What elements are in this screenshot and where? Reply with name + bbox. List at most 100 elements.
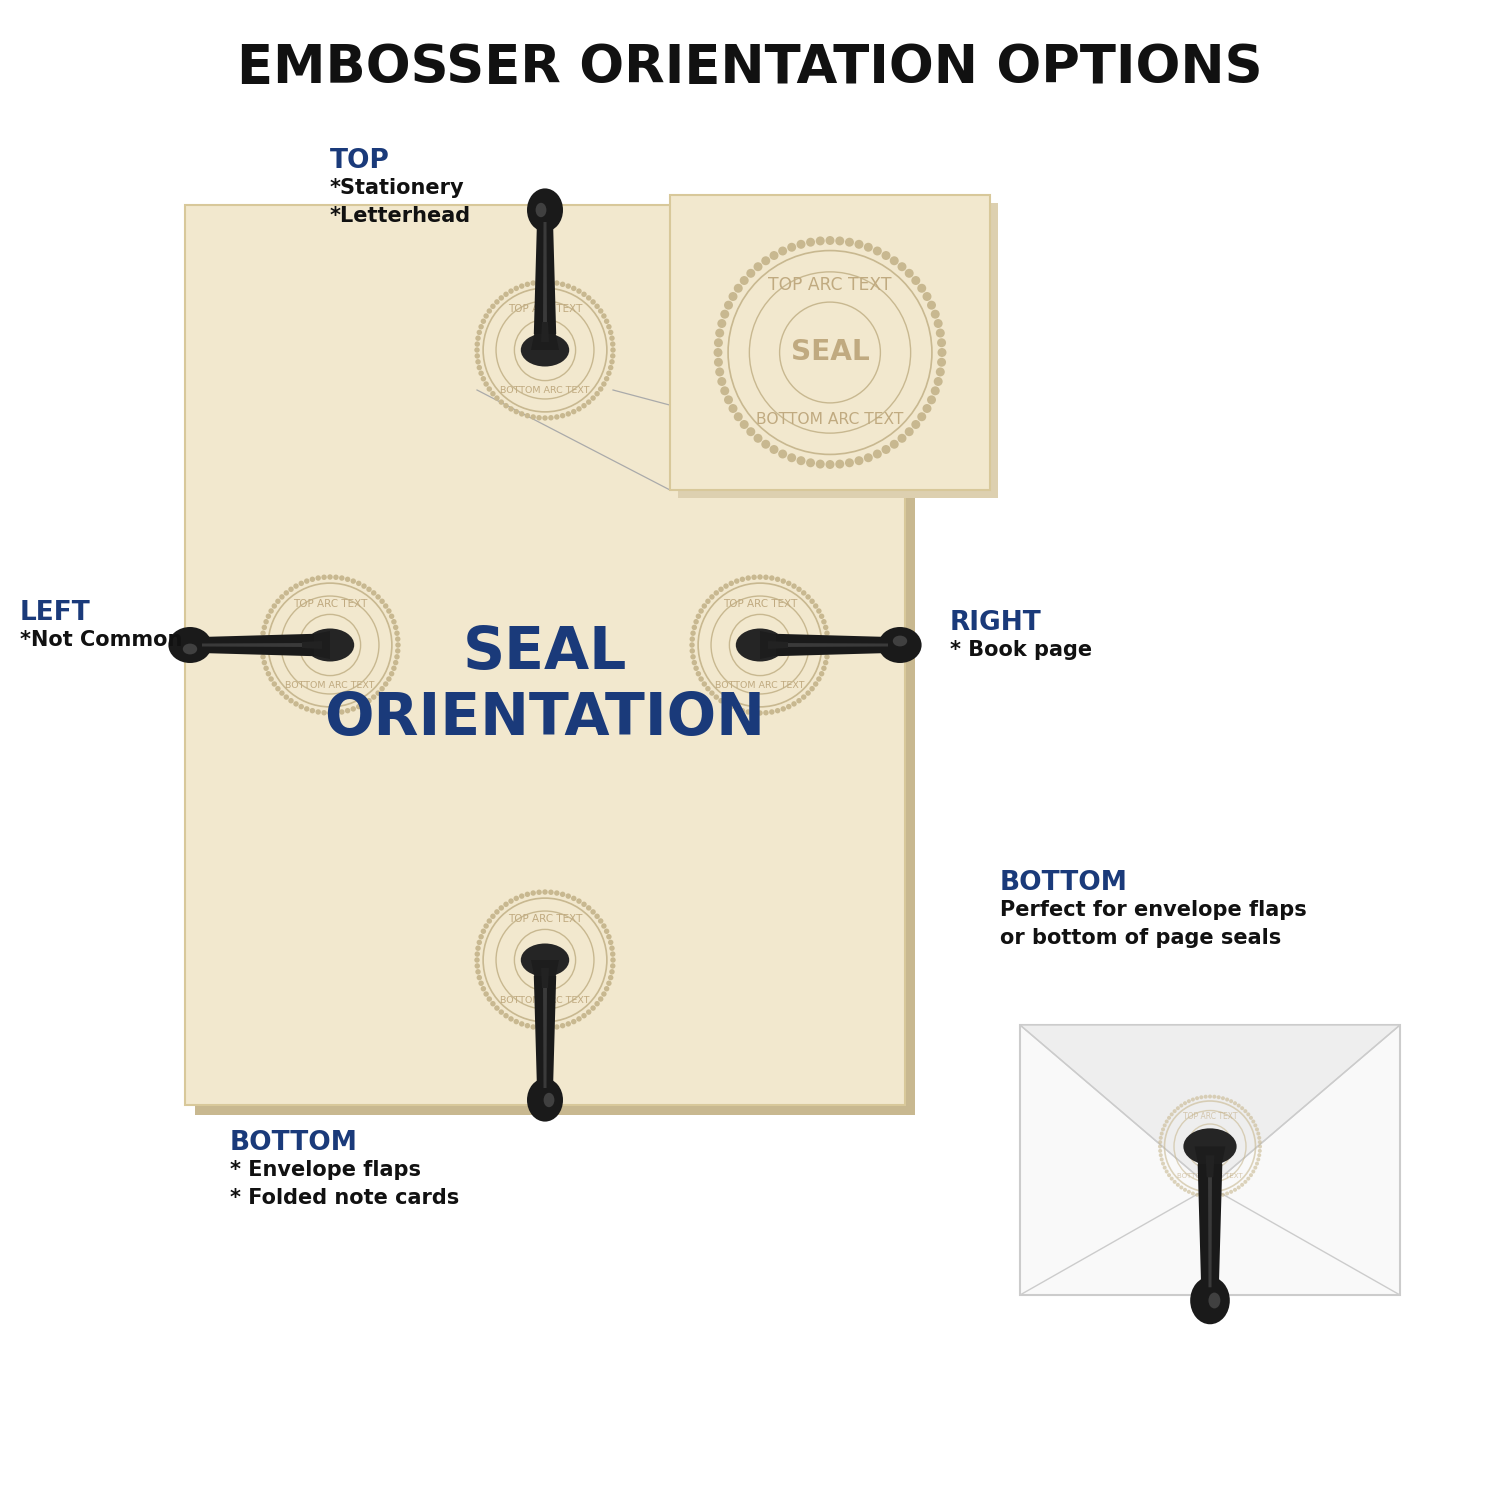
- Circle shape: [824, 660, 828, 666]
- Circle shape: [494, 298, 500, 304]
- Circle shape: [591, 1005, 596, 1011]
- Circle shape: [764, 710, 768, 716]
- Circle shape: [1184, 1101, 1186, 1106]
- Circle shape: [825, 460, 834, 470]
- Circle shape: [1176, 1184, 1180, 1186]
- Circle shape: [261, 630, 266, 636]
- Text: SEAL: SEAL: [736, 636, 784, 654]
- Circle shape: [796, 456, 806, 465]
- Circle shape: [380, 686, 386, 692]
- Circle shape: [932, 309, 939, 318]
- Circle shape: [560, 282, 566, 286]
- Circle shape: [394, 654, 399, 660]
- Circle shape: [345, 708, 351, 714]
- Circle shape: [927, 396, 936, 405]
- Circle shape: [610, 951, 615, 957]
- Circle shape: [370, 694, 376, 700]
- Circle shape: [1160, 1158, 1164, 1161]
- Circle shape: [692, 624, 698, 630]
- Circle shape: [260, 648, 266, 654]
- Circle shape: [1257, 1158, 1260, 1161]
- Ellipse shape: [168, 627, 211, 663]
- Circle shape: [264, 666, 268, 670]
- Circle shape: [1251, 1170, 1256, 1173]
- Circle shape: [608, 330, 613, 334]
- Circle shape: [548, 279, 554, 285]
- Circle shape: [537, 1024, 542, 1030]
- Text: SEAL: SEAL: [790, 339, 870, 366]
- Circle shape: [388, 614, 394, 620]
- Circle shape: [890, 256, 898, 265]
- Polygon shape: [531, 330, 560, 350]
- Ellipse shape: [1184, 1128, 1236, 1164]
- Circle shape: [1226, 1098, 1228, 1101]
- Circle shape: [1158, 1144, 1162, 1149]
- Circle shape: [476, 945, 482, 951]
- Circle shape: [724, 300, 734, 309]
- Circle shape: [480, 928, 486, 934]
- Circle shape: [370, 590, 376, 596]
- Circle shape: [294, 700, 298, 706]
- Circle shape: [740, 576, 746, 582]
- Text: RIGHT: RIGHT: [950, 610, 1041, 636]
- Circle shape: [1216, 1194, 1221, 1197]
- Circle shape: [474, 951, 480, 957]
- Text: TOP ARC TEXT: TOP ARC TEXT: [768, 276, 891, 294]
- Text: TOP: TOP: [330, 148, 390, 174]
- Circle shape: [882, 446, 891, 454]
- Circle shape: [1196, 1192, 1198, 1197]
- Circle shape: [548, 890, 554, 896]
- Circle shape: [591, 396, 596, 400]
- Circle shape: [610, 963, 615, 969]
- Circle shape: [392, 666, 396, 670]
- Polygon shape: [1197, 1164, 1222, 1300]
- Circle shape: [483, 314, 489, 318]
- Circle shape: [786, 704, 792, 710]
- Circle shape: [690, 642, 694, 648]
- Circle shape: [714, 348, 723, 357]
- Circle shape: [1208, 1194, 1212, 1198]
- Circle shape: [284, 590, 290, 596]
- Circle shape: [483, 992, 489, 996]
- Circle shape: [572, 410, 576, 414]
- Circle shape: [1257, 1154, 1262, 1156]
- Circle shape: [1256, 1128, 1258, 1131]
- Circle shape: [821, 620, 827, 624]
- Circle shape: [792, 584, 796, 590]
- Circle shape: [478, 370, 484, 376]
- Circle shape: [1191, 1191, 1196, 1196]
- Text: BOTTOM ARC TEXT: BOTTOM ARC TEXT: [1178, 1173, 1244, 1179]
- Circle shape: [746, 576, 752, 580]
- Text: * Book page: * Book page: [950, 640, 1092, 660]
- Circle shape: [393, 624, 399, 630]
- Circle shape: [816, 459, 825, 468]
- Circle shape: [477, 364, 482, 370]
- Circle shape: [855, 240, 864, 249]
- Circle shape: [1164, 1119, 1168, 1124]
- Circle shape: [339, 710, 345, 714]
- Circle shape: [690, 636, 694, 642]
- Circle shape: [608, 939, 613, 945]
- Circle shape: [586, 399, 591, 405]
- Circle shape: [714, 694, 718, 700]
- Circle shape: [531, 414, 536, 420]
- Polygon shape: [760, 632, 780, 658]
- Ellipse shape: [520, 333, 568, 366]
- Text: BOTTOM: BOTTOM: [1000, 870, 1128, 895]
- Circle shape: [1250, 1173, 1252, 1178]
- Circle shape: [710, 690, 714, 696]
- Circle shape: [478, 324, 484, 330]
- Polygon shape: [1208, 1167, 1212, 1287]
- Ellipse shape: [526, 1078, 562, 1122]
- Text: LEFT: LEFT: [20, 600, 90, 625]
- Circle shape: [474, 348, 480, 352]
- Text: TOP ARC TEXT: TOP ARC TEXT: [292, 598, 368, 609]
- Circle shape: [1240, 1184, 1244, 1186]
- Circle shape: [922, 292, 932, 302]
- Circle shape: [938, 358, 946, 366]
- Circle shape: [366, 698, 372, 703]
- Circle shape: [824, 624, 828, 630]
- Circle shape: [1258, 1140, 1262, 1144]
- Circle shape: [519, 1022, 525, 1026]
- Circle shape: [912, 420, 921, 429]
